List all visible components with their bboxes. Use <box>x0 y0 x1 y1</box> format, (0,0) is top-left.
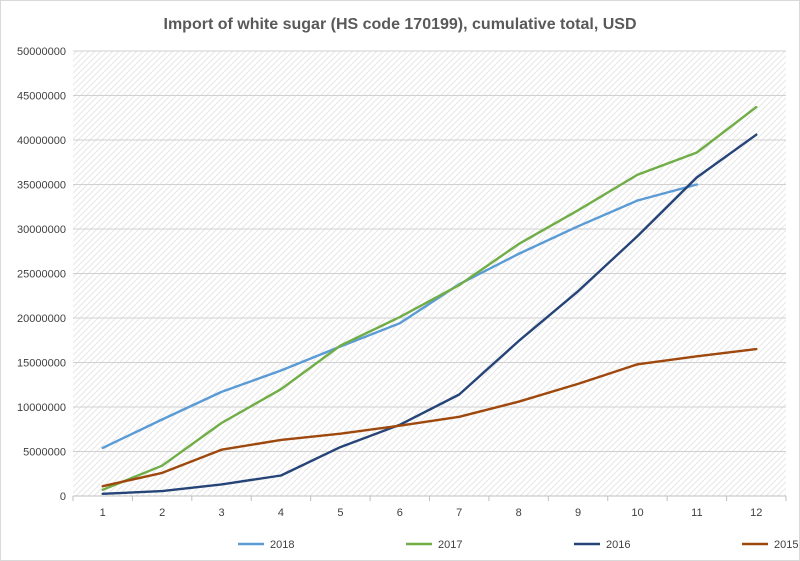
legend-label-2017: 2017 <box>438 539 462 551</box>
grid <box>73 50 786 452</box>
y-tick-label: 20000000 <box>17 313 66 325</box>
series-line-2016 <box>101 133 758 495</box>
x-tick-label: 11 <box>691 507 702 519</box>
legend: 2018 2017 2016 2015 <box>238 539 798 551</box>
x-tick-label: 3 <box>218 507 224 519</box>
x-tick-label: 10 <box>631 507 643 519</box>
legend-label-2016: 2016 <box>606 539 630 551</box>
x-tick-label: 12 <box>750 507 762 519</box>
y-tick-label: 10000000 <box>17 402 66 414</box>
x-tick-label: 4 <box>278 507 284 519</box>
chart-title: Import of white sugar (HS code 170199), … <box>164 16 637 33</box>
x-axis: 1 2 3 4 5 6 7 8 9 10 11 12 <box>72 495 787 519</box>
x-tick-label: 1 <box>100 507 106 519</box>
y-axis: 0 5000000 10000000 15000000 20000000 25000000… <box>17 46 66 503</box>
series-line-2015 <box>101 347 758 488</box>
y-tick-label: 0 <box>60 491 66 503</box>
legend-label-2015: 2015 <box>774 539 798 551</box>
y-tick-label: 35000000 <box>17 180 66 192</box>
y-tick-label: 40000000 <box>17 135 66 147</box>
y-tick-label: 25000000 <box>17 269 66 281</box>
x-tick-label: 8 <box>516 507 522 519</box>
x-tick-label: 9 <box>575 507 581 519</box>
x-tick-label: 7 <box>456 507 462 519</box>
series-line-2018 <box>101 183 699 450</box>
y-tick-label: 50000000 <box>17 46 66 58</box>
y-tick-label: 45000000 <box>17 91 66 103</box>
series-line-2017 <box>101 105 758 491</box>
x-tick-label: 6 <box>397 507 403 519</box>
y-tick-label: 15000000 <box>17 358 66 370</box>
x-tick-label: 2 <box>159 507 165 519</box>
y-tick-label: 30000000 <box>17 224 66 236</box>
y-tick-label: 5000000 <box>23 447 66 459</box>
series-lines <box>101 105 758 495</box>
legend-label-2018: 2018 <box>270 539 294 551</box>
x-tick-label: 5 <box>337 507 343 519</box>
